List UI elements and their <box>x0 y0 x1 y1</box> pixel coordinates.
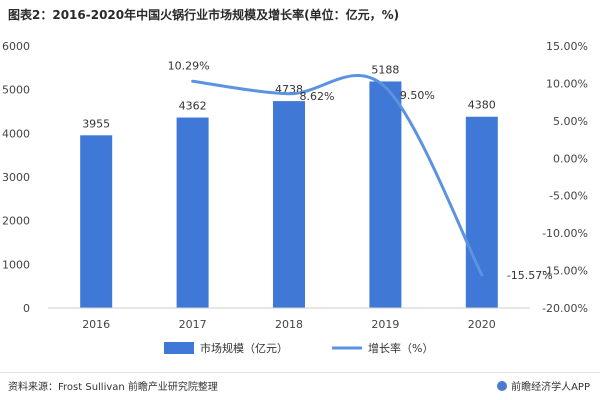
brand: 前瞻经济学人APP <box>497 378 590 393</box>
x-axis-tick-label: 2020 <box>468 318 496 331</box>
bar <box>369 81 402 308</box>
bar <box>465 116 498 309</box>
x-axis-tick-label: 2019 <box>371 318 399 331</box>
x-axis: 2016 2017 2018 2019 2020 <box>48 307 530 331</box>
bar <box>176 117 209 308</box>
bar-value-label: 4380 <box>468 99 496 112</box>
line-value-label: -15.57% <box>507 269 553 282</box>
line-series: 10.29% 8.62% 9.50% -15.57% <box>168 59 553 282</box>
left-axis-tick-label: 0 <box>23 302 30 315</box>
legend: 市场规模（亿元） 增长率（%） <box>164 341 433 355</box>
x-axis-tick-label: 2018 <box>275 318 303 331</box>
source-note: 资料来源：Frost Sullivan 前瞻产业研究院整理 <box>8 382 218 393</box>
line-value-label: 9.50% <box>400 89 435 102</box>
right-axis-tick-label: -15.00% <box>542 265 588 278</box>
right-axis-tick-label: 10.00% <box>546 77 588 90</box>
left-axis-tick-label: 3000 <box>2 171 30 184</box>
left-axis-tick-label: 2000 <box>2 215 30 228</box>
legend-label-line: 增长率（%） <box>368 341 433 355</box>
footer-divider <box>0 372 600 373</box>
brand-logo-icon <box>497 380 508 391</box>
brand-label: 前瞻经济学人APP <box>511 382 590 393</box>
right-axis-tick-label: -10.00% <box>542 227 588 240</box>
bar <box>80 135 113 308</box>
right-axis-tick-label: 0.00% <box>553 152 588 165</box>
line-value-label: 10.29% <box>168 59 210 72</box>
bar <box>273 101 305 308</box>
legend-label-bar: 市场规模（亿元） <box>200 341 288 355</box>
chart-title: 图表2：2016-2020年中国火锅行业市场规模及增长率(单位：亿元，%) <box>8 8 400 22</box>
line-value-label: 8.62% <box>300 90 335 103</box>
right-axis: -20.00% -15.00% -10.00% -5.00% 0.00% 5.00% 10.… <box>542 40 588 315</box>
right-axis-tick-label: 15.00% <box>546 40 588 53</box>
left-axis-tick-label: 6000 <box>2 40 30 53</box>
growth-rate-line <box>191 74 484 277</box>
x-axis-tick-label: 2017 <box>179 318 207 331</box>
right-axis-tick-label: -20.00% <box>542 302 588 315</box>
left-axis-tick-label: 4000 <box>2 127 30 140</box>
bar-value-label: 3955 <box>82 117 110 130</box>
right-axis-tick-label: 5.00% <box>553 115 588 128</box>
left-axis: 0 1000 2000 3000 4000 5000 6000 <box>2 40 30 315</box>
left-axis-tick-label: 1000 <box>2 258 30 271</box>
right-axis-tick-label: -5.00% <box>549 190 588 203</box>
x-axis-tick-label: 2016 <box>82 318 110 331</box>
bar-value-label: 4362 <box>179 100 207 113</box>
bar-value-label: 5188 <box>371 63 399 76</box>
legend-swatch-bar <box>164 342 194 354</box>
left-axis-tick-label: 5000 <box>2 84 30 97</box>
